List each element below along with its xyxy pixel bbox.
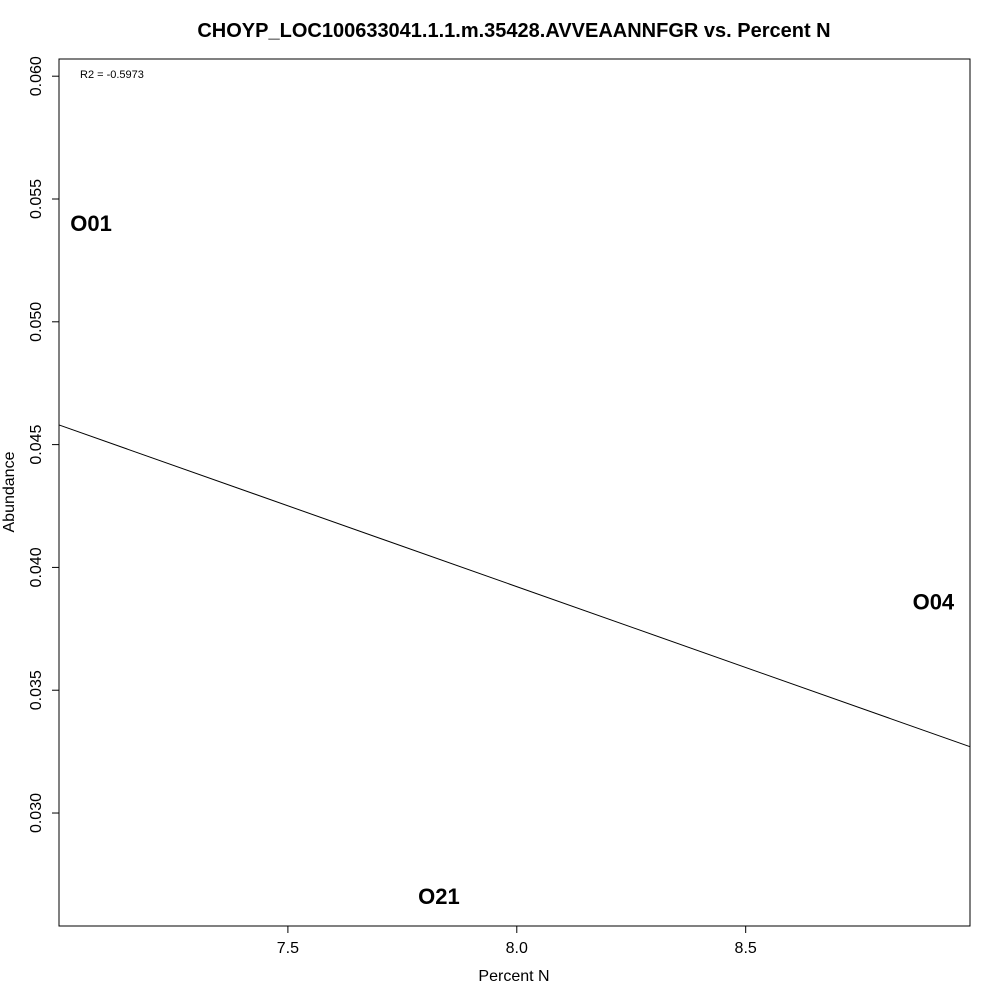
x-tick-label: 8.5 [735, 940, 757, 957]
y-tick-label: 0.060 [28, 56, 45, 96]
point-label-o01: O01 [70, 211, 112, 236]
x-tick-label: 8.0 [506, 940, 528, 957]
y-tick-label: 0.050 [28, 302, 45, 342]
x-axis-label: Percent N [478, 968, 549, 985]
chart-title: CHOYP_LOC100633041.1.1.m.35428.AVVEAANNF… [197, 20, 830, 42]
plot-frame [58, 58, 971, 927]
point-labels: O01 O21 O04 [70, 211, 955, 909]
x-tick-label: 7.5 [277, 940, 299, 957]
y-axis-label: Abundance [1, 451, 18, 532]
y-tick-label: 0.035 [28, 670, 45, 710]
regression-line [58, 424, 971, 748]
y-tick-label: 0.055 [28, 179, 45, 219]
axis-ticks: 7.5 8.0 8.5 0.030 0.035 0.040 0.045 0.050 0.055 0… [28, 56, 757, 957]
point-label-o21: O21 [418, 884, 460, 909]
r2-annotation: R2 = -0.5973 [80, 69, 144, 81]
y-tick-label: 0.040 [28, 547, 45, 587]
y-tick-label: 0.030 [28, 793, 45, 833]
y-tick-label: 0.045 [28, 424, 45, 464]
point-label-o04: O04 [913, 589, 955, 614]
